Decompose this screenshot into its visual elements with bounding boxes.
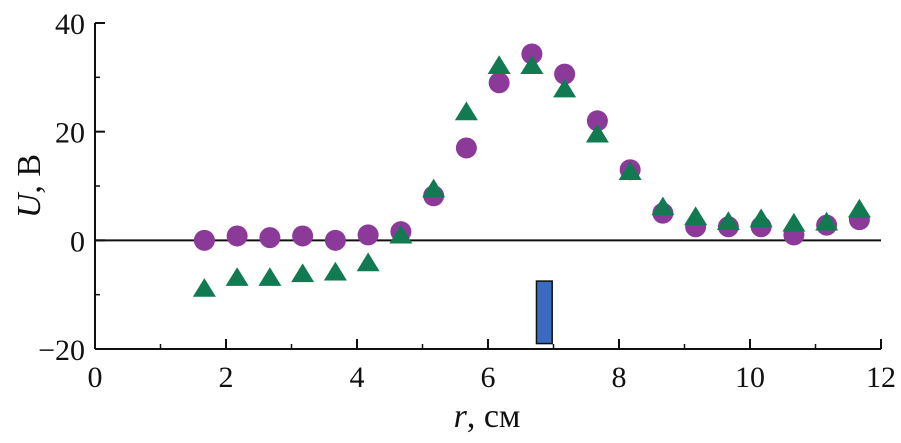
data-point-triangle: [291, 263, 315, 283]
x-tick-label: 4: [350, 361, 365, 394]
data-point-triangle: [847, 198, 871, 218]
data-point-circle: [193, 229, 215, 251]
data-point-triangle: [356, 252, 380, 272]
data-point-triangle: [454, 101, 478, 121]
data-point-triangle: [389, 224, 413, 244]
data-point-circle: [455, 137, 477, 159]
data-point-triangle: [553, 78, 577, 98]
data-point-triangle: [684, 206, 708, 226]
x-tick-label: 0: [88, 361, 103, 394]
data-point-triangle: [520, 55, 544, 75]
data-point-triangle: [192, 278, 216, 297]
data-point-circle: [292, 225, 314, 247]
data-point-triangle: [323, 261, 347, 281]
y-tick-label: 20: [55, 117, 85, 150]
x-tick-label: 2: [219, 361, 234, 394]
data-point-triangle: [716, 211, 740, 230]
data-point-triangle: [585, 123, 609, 143]
data-point-circle: [259, 227, 281, 249]
annotation-rect: [535, 280, 553, 345]
x-axis-label: r, см: [454, 398, 521, 435]
data-point-triangle: [749, 208, 773, 228]
x-tick-label: 10: [735, 361, 765, 394]
data-point-circle: [488, 72, 510, 94]
data-point-circle: [357, 224, 379, 246]
plot-area: [95, 239, 881, 345]
data-markers: [192, 43, 871, 297]
y-axis-label: U, В: [11, 154, 48, 218]
x-tick-label: 8: [612, 361, 627, 394]
y-tick-label: 0: [70, 225, 85, 258]
y-tick-label: 40: [55, 8, 85, 41]
x-tick-label: 12: [866, 361, 896, 394]
data-point-triangle: [651, 196, 675, 216]
data-point-triangle: [422, 178, 446, 198]
data-point-triangle: [618, 161, 642, 180]
data-point-circle: [554, 63, 576, 85]
data-point-triangle: [487, 55, 511, 75]
data-point-circle: [324, 229, 346, 251]
data-point-triangle: [225, 267, 249, 286]
data-point-triangle: [782, 212, 806, 232]
y-tick-label: −20: [38, 334, 85, 367]
data-point-circle: [586, 110, 608, 132]
data-point-triangle: [815, 211, 839, 231]
x-tick-label: 6: [481, 361, 496, 394]
data-point-circle: [521, 43, 543, 65]
data-point-circle: [226, 225, 248, 247]
data-point-triangle: [258, 267, 282, 286]
